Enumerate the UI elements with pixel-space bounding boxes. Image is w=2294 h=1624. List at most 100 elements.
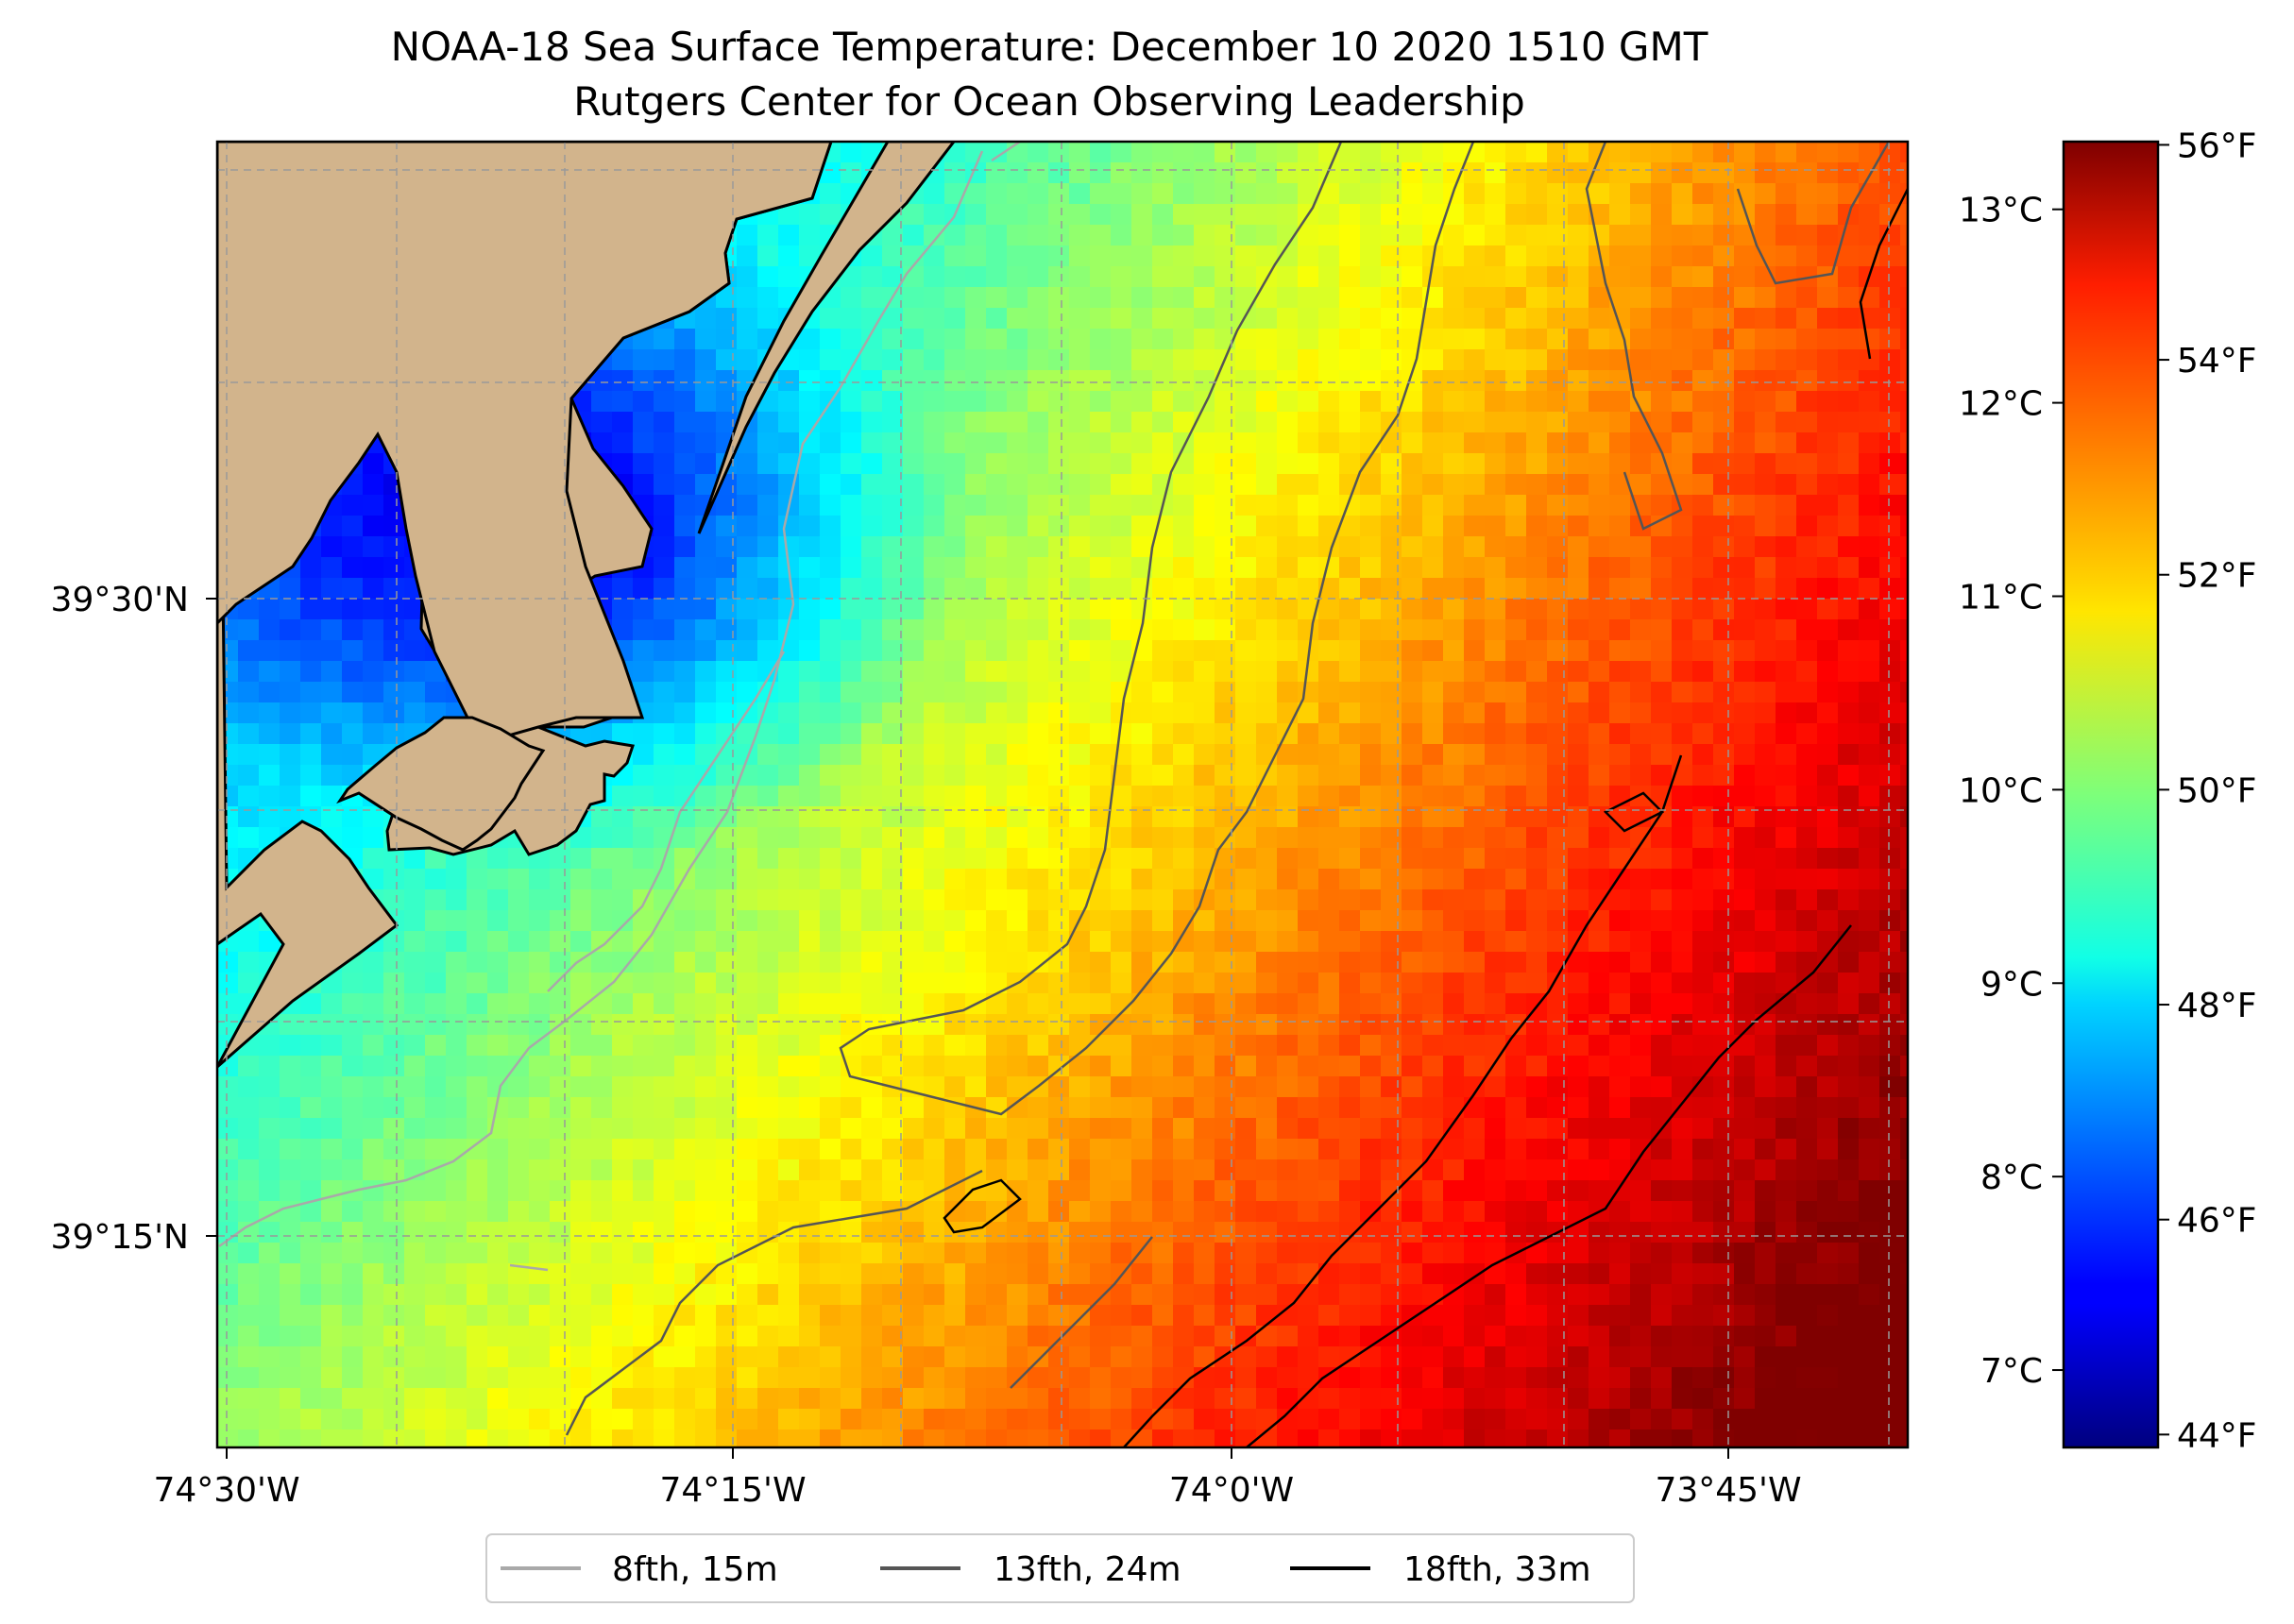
sst-cell (217, 1388, 239, 1410)
sst-cell (1298, 1201, 1319, 1223)
sst-cell (757, 495, 779, 516)
sst-cell (757, 1180, 779, 1202)
sst-cell (1589, 1388, 1610, 1410)
sst-cell (404, 1326, 426, 1347)
sst-cell (674, 931, 696, 953)
sst-cell (1692, 474, 1714, 496)
sst-cell (1298, 1284, 1319, 1306)
sst-cell (612, 1076, 634, 1098)
sst-cell (1817, 827, 1839, 849)
sst-cell (1713, 1201, 1735, 1223)
sst-cell (674, 640, 696, 662)
sst-cell (238, 1201, 260, 1223)
sst-cell (903, 1305, 925, 1327)
sst-cell (1464, 682, 1486, 703)
sst-cell (1692, 1346, 1714, 1368)
sst-cell (674, 599, 696, 620)
sst-cell (1568, 308, 1589, 330)
sst-cell (612, 931, 634, 953)
sst-cell (591, 1159, 613, 1181)
sst-cell (841, 1346, 862, 1368)
sst-cell (1194, 806, 1215, 828)
sst-cell (1235, 370, 1257, 392)
sst-cell (1817, 287, 1839, 309)
sst-cell (467, 993, 488, 1015)
sst-cell (1235, 702, 1257, 724)
sst-cell (1526, 474, 1548, 496)
sst-cell (1339, 1159, 1361, 1181)
sst-cell (1048, 869, 1070, 890)
sst-cell (1422, 619, 1444, 641)
sst-cell (882, 723, 904, 745)
sst-cell (217, 952, 239, 973)
sst-cell (1194, 1326, 1215, 1347)
sst-cell (1838, 1346, 1860, 1368)
sst-cell (1796, 474, 1818, 496)
sst-cell (1028, 1139, 1049, 1160)
sst-cell (1859, 474, 1880, 496)
sst-cell (695, 1180, 717, 1202)
sst-cell (1609, 412, 1631, 433)
sst-cell (841, 308, 862, 330)
sst-cell (1589, 1346, 1610, 1368)
sst-cell (1900, 474, 1908, 496)
sst-cell (986, 889, 1008, 911)
sst-cell (882, 308, 904, 330)
sst-cell (1402, 973, 1423, 994)
sst-cell (654, 661, 675, 683)
sst-cell (1402, 1076, 1423, 1098)
sst-cell (944, 370, 966, 392)
sst-cell (404, 1284, 426, 1306)
sst-cell (841, 557, 862, 579)
sst-cell (508, 1305, 530, 1327)
sst-cell (1630, 349, 1652, 371)
sst-cell (1339, 1367, 1361, 1389)
sst-cell (1215, 723, 1236, 745)
sst-cell (1526, 973, 1548, 994)
sst-cell (612, 869, 634, 890)
sst-cell (986, 1097, 1008, 1119)
sst-cell (1464, 516, 1486, 537)
sst-cell (695, 1284, 717, 1306)
sst-cell (1630, 578, 1652, 600)
sst-cell (612, 619, 634, 641)
sst-cell (1298, 1159, 1319, 1181)
sst-cell (1090, 1305, 1112, 1327)
sst-cell (1505, 952, 1527, 973)
sst-cell (1318, 1014, 1340, 1036)
sst-cell (1859, 786, 1880, 807)
sst-cell (1277, 640, 1299, 662)
sst-cell (882, 1367, 904, 1389)
sst-cell (591, 1263, 613, 1285)
sst-cell (1402, 640, 1423, 662)
sst-cell (674, 1201, 696, 1223)
sst-cell (425, 1243, 447, 1264)
sst-cell (1651, 640, 1673, 662)
sst-cell (737, 619, 758, 641)
sst-cell (1277, 1305, 1299, 1327)
sst-cell (1090, 1076, 1112, 1098)
sst-cell (1796, 1305, 1818, 1327)
sst-cell (1443, 266, 1465, 288)
sst-cell (799, 1014, 821, 1036)
sst-cell (1526, 1346, 1548, 1368)
sst-cell (1859, 1159, 1880, 1181)
sst-cell (1692, 1076, 1714, 1098)
sst-cell (1215, 412, 1236, 433)
sst-cell (882, 1159, 904, 1181)
sst-cell (1755, 557, 1776, 579)
sst-cell (1900, 245, 1908, 267)
sst-cell (1755, 744, 1776, 766)
sst-cell (965, 827, 987, 849)
sst-cell (1298, 287, 1319, 309)
sst-cell (924, 370, 945, 392)
sst-cell (1131, 1201, 1153, 1223)
sst-cell (591, 1118, 613, 1140)
sst-cell (757, 952, 779, 973)
sst-cell (965, 702, 987, 724)
sst-cell (1630, 1076, 1652, 1098)
sst-cell (300, 640, 322, 662)
sst-cell (425, 1035, 447, 1057)
sst-cell (1672, 1326, 1693, 1347)
sst-cell (1028, 391, 1049, 413)
